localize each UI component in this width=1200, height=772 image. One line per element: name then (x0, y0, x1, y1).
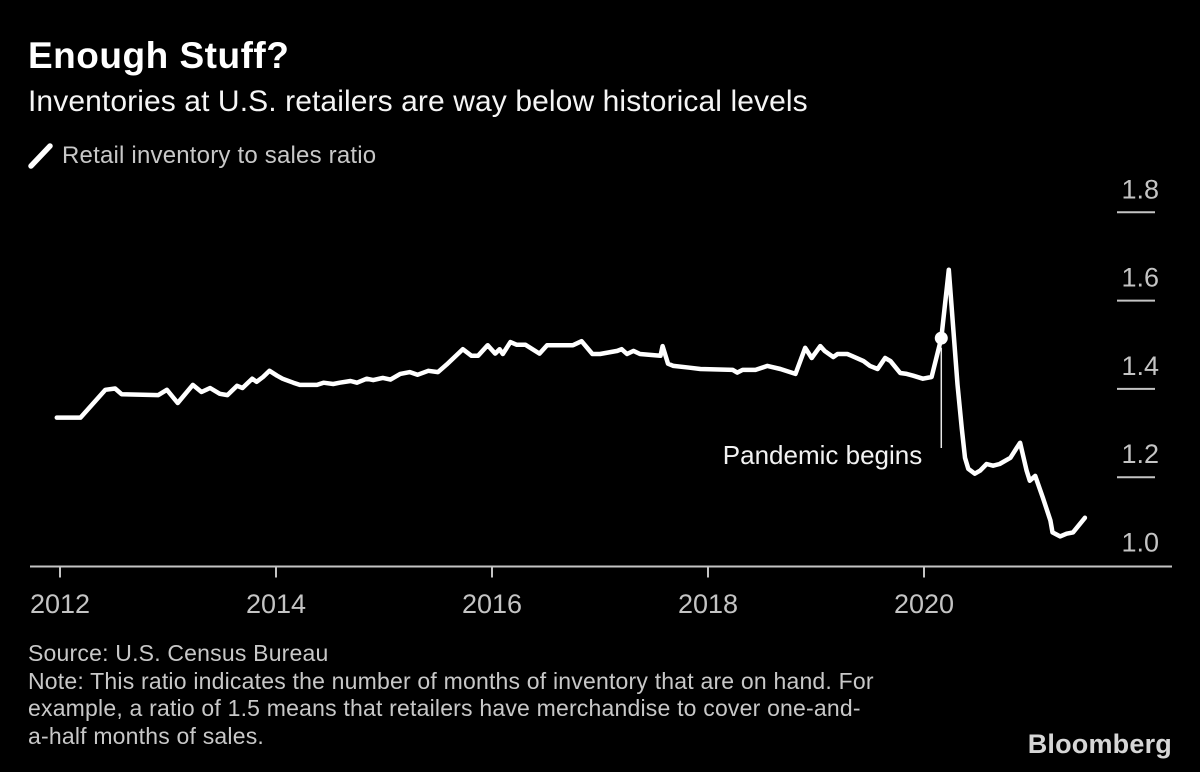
y-axis-label: 1.4 (1121, 351, 1159, 381)
series-line (54, 267, 1088, 539)
diagonal-line-swatch-icon (28, 143, 53, 169)
chart-header: Enough Stuff? Inventories at U.S. retail… (28, 35, 808, 119)
y-axis-label: 1.6 (1121, 263, 1159, 293)
x-axis-label: 2018 (678, 589, 738, 619)
pandemic-marker-dot (934, 331, 948, 345)
page-title: Enough Stuff? (28, 35, 290, 76)
x-axis-label: 2012 (30, 589, 90, 619)
chart-footer: Source: U.S. Census Bureau Note: This ra… (28, 640, 874, 750)
annotation-label: Pandemic begins (723, 440, 922, 470)
y-axis-label: 1.8 (1121, 174, 1159, 204)
y-axis-label: 1.2 (1121, 439, 1159, 469)
note-line: example, a ratio of 1.5 means that retai… (28, 695, 861, 721)
page-subtitle: Inventories at U.S. retailers are way be… (28, 84, 808, 118)
x-axis-label: 2020 (894, 589, 954, 619)
legend-series-label: Retail inventory to sales ratio (62, 142, 377, 169)
note-line: Note: This ratio indicates the number of… (28, 667, 874, 694)
x-axis-label: 2016 (462, 589, 522, 619)
x-axis-label: 2014 (246, 589, 306, 619)
note-line: a-half months of sales. (28, 722, 264, 749)
bloomberg-logo: Bloomberg (1027, 729, 1172, 759)
y-axis-label: 1.0 (1121, 528, 1159, 558)
chart-legend: Retail inventory to sales ratio (28, 142, 376, 170)
source-line: Source: U.S. Census Bureau (28, 640, 329, 666)
